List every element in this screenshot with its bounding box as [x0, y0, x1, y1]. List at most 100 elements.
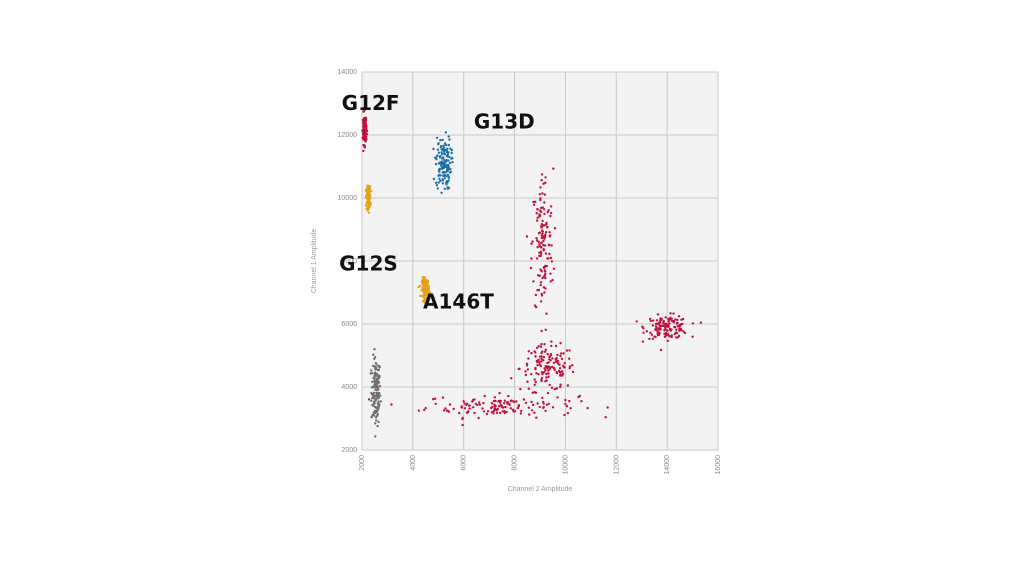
data-point: [542, 239, 545, 243]
data-point: [532, 280, 535, 283]
data-point: [439, 179, 442, 183]
data-point: [439, 145, 442, 149]
data-point: [524, 401, 528, 405]
data-point: [461, 423, 464, 427]
data-point: [534, 200, 537, 203]
data-point: [443, 187, 446, 191]
data-point: [540, 351, 543, 355]
data-point: [493, 407, 497, 410]
data-point: [422, 296, 426, 299]
data-point: [367, 201, 370, 204]
data-point: [539, 300, 543, 303]
data-point: [547, 257, 550, 260]
data-point: [363, 138, 366, 141]
data-point: [563, 413, 566, 417]
data-point: [372, 403, 375, 406]
data-point: [656, 327, 659, 330]
x-tick-label: 6000: [461, 455, 468, 471]
data-point: [651, 337, 655, 340]
data-point: [548, 383, 551, 387]
data-point: [425, 293, 428, 297]
data-point: [649, 331, 652, 334]
data-point: [390, 403, 393, 406]
data-point: [449, 168, 452, 171]
data-point: [447, 135, 450, 138]
data-point: [535, 346, 539, 350]
data-point: [374, 388, 377, 391]
data-point: [443, 148, 446, 152]
data-point: [507, 394, 510, 398]
data-point: [362, 128, 365, 131]
data-point: [527, 406, 530, 409]
data-point: [440, 191, 443, 194]
data-point: [543, 274, 547, 277]
data-point: [377, 400, 380, 403]
data-point: [606, 406, 609, 409]
data-point: [362, 126, 365, 129]
data-point: [445, 149, 448, 152]
data-point: [373, 365, 376, 368]
data-point: [444, 170, 448, 174]
data-point: [441, 171, 444, 174]
data-point: [377, 403, 380, 406]
cluster-6: [364, 184, 373, 214]
data-point: [540, 292, 543, 296]
data-point: [566, 384, 570, 387]
data-point: [539, 281, 543, 284]
data-point: [435, 184, 439, 187]
data-point: [375, 419, 378, 422]
data-point: [439, 163, 443, 166]
data-point: [447, 151, 450, 154]
data-point: [680, 318, 683, 321]
data-point: [549, 280, 552, 283]
data-point: [472, 406, 475, 409]
data-point: [543, 193, 546, 196]
data-point: [364, 139, 368, 143]
data-point: [445, 154, 449, 158]
data-point: [368, 187, 372, 190]
data-point: [540, 226, 543, 229]
data-point: [471, 400, 474, 403]
data-point: [535, 372, 538, 375]
data-point: [362, 110, 365, 113]
data-point: [657, 332, 660, 335]
data-point: [553, 227, 557, 230]
data-point: [447, 143, 450, 147]
data-point: [566, 411, 570, 415]
data-point: [363, 146, 367, 149]
data-point: [545, 312, 548, 315]
data-point: [517, 367, 520, 371]
data-point: [512, 410, 515, 413]
data-point: [542, 248, 545, 251]
data-point: [374, 375, 377, 378]
data-point: [432, 147, 435, 151]
cluster-1: [367, 391, 609, 427]
data-point: [445, 183, 448, 186]
data-point: [436, 148, 440, 151]
data-point: [551, 278, 554, 282]
data-point: [538, 244, 541, 248]
data-point: [531, 403, 535, 407]
annotation-label: G13D: [474, 110, 535, 134]
data-point: [546, 210, 549, 214]
data-point: [645, 330, 649, 333]
data-point: [675, 328, 678, 331]
data-point: [535, 416, 538, 419]
data-point: [376, 364, 379, 367]
data-point: [545, 376, 548, 379]
data-point: [490, 410, 494, 414]
data-point: [568, 399, 571, 403]
data-point: [537, 288, 541, 292]
data-point: [375, 384, 378, 387]
data-point: [375, 393, 379, 396]
data-point: [372, 397, 376, 400]
data-point: [434, 402, 437, 405]
data-point: [541, 276, 544, 280]
data-point: [525, 362, 529, 365]
data-point: [653, 335, 656, 338]
data-point: [577, 395, 580, 399]
data-point: [540, 173, 544, 176]
data-point: [559, 354, 562, 358]
data-point: [544, 252, 548, 255]
